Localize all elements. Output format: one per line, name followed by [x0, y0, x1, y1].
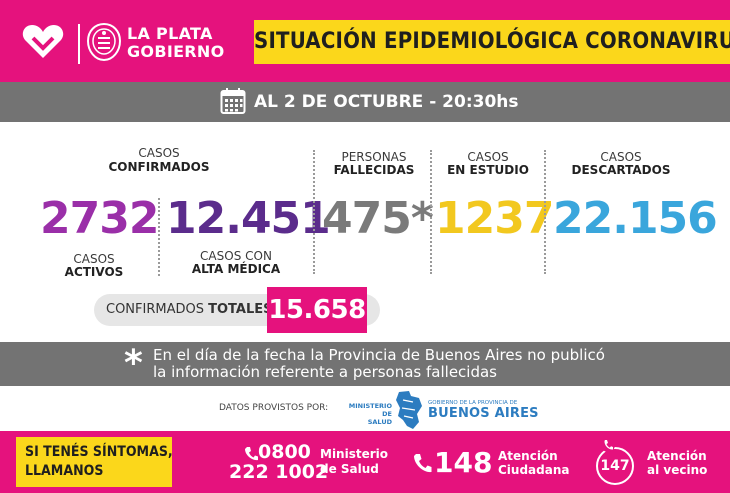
estudio-label-1: CASOS: [467, 150, 509, 164]
ministerio-line-2: de Salud: [320, 462, 379, 476]
vecino-line-1: Atención: [647, 449, 707, 463]
phone-number-line-1[interactable]: 0800: [258, 441, 311, 463]
date-bar: [0, 82, 730, 122]
descartados-label-1: CASOS: [600, 150, 642, 164]
divider-line-2: [313, 150, 315, 274]
phone-icon: [414, 454, 432, 473]
activos-value: 2732: [40, 193, 159, 244]
gobierno-pba-line-2: BUENOS AIRES: [428, 406, 539, 421]
ministerio-logo-text: MINISTERIO DE SALUD: [348, 402, 392, 426]
title-box: [254, 20, 730, 64]
activos-label-1: CASOS: [73, 252, 115, 266]
confirmados-label-2: CONFIRMADOS: [108, 160, 210, 174]
totales-value: 15.658: [268, 295, 366, 325]
province-map-icon: [396, 391, 422, 429]
alta-label-1: CASOS CON: [200, 249, 272, 263]
divider-line-1: [158, 198, 160, 276]
divider-line-3: [430, 150, 432, 274]
vecino-line-2: al vecino: [647, 463, 708, 477]
fallecidas-value: 475*: [322, 193, 434, 244]
fallecidas-label-1: PERSONAS: [341, 150, 407, 164]
note-bar: [0, 342, 730, 386]
estudio-value: 1237: [435, 193, 554, 244]
brand-line-2: GOBIERNO: [127, 42, 225, 61]
brand-line-1: LA PLATA: [127, 24, 213, 43]
hotline-147[interactable]: 147: [600, 458, 630, 474]
descartados-label-2: DESCARTADOS: [571, 163, 671, 177]
activos-label-2: ACTIVOS: [64, 265, 124, 279]
sources-label: DATOS PROVISTOS POR:: [219, 403, 329, 413]
atencion-line-1: Atención: [498, 449, 558, 463]
asterisk-symbol: *: [124, 343, 143, 384]
header-divider: [78, 24, 80, 64]
hotline-148[interactable]: 148: [434, 446, 493, 479]
calendar-icon: [220, 88, 246, 114]
symptoms-line-1: SI TENÉS SÍNTOMAS,: [25, 444, 173, 460]
alta-label-2: ALTA MÉDICA: [191, 262, 281, 276]
totales-label: CONFIRMADOS TOTALES: [106, 302, 273, 317]
date-text: AL 2 DE OCTUBRE - 20:30hs: [254, 92, 519, 112]
descartados-value: 22.156: [553, 193, 718, 244]
fallecidas-label-2: FALLECIDAS: [333, 163, 415, 177]
alta-value: 12.451: [166, 193, 331, 244]
note-line-1: En el día de la fecha la Provincia de Bu…: [153, 346, 605, 364]
heart-logo-icon: [22, 25, 64, 58]
phone-icon: [601, 438, 615, 452]
gobierno-pba-line-1: GOBIERNO DE LA PROVINCIA DE: [428, 400, 518, 406]
symptoms-line-2: LLAMANOS: [25, 463, 104, 479]
city-seal-icon: [87, 23, 121, 61]
atencion-line-2: Ciudadana: [498, 463, 570, 477]
phone-icon: [245, 447, 258, 461]
ministerio-line-1: Ministerio: [320, 447, 389, 461]
totales-box: [267, 287, 367, 333]
divider-line-4: [544, 150, 546, 274]
note-line-2: la información referente a personas fall…: [153, 363, 497, 381]
phone-number-line-2[interactable]: 222 1002: [229, 461, 329, 483]
hotline-147-circle: [596, 447, 634, 485]
page-title: SITUACIÓN EPIDEMIOLÓGICA CORONAVIRUS: [254, 29, 730, 54]
symptoms-box: [16, 437, 172, 487]
confirmados-label-1: CASOS: [138, 146, 180, 160]
estudio-label-2: EN ESTUDIO: [447, 163, 529, 177]
